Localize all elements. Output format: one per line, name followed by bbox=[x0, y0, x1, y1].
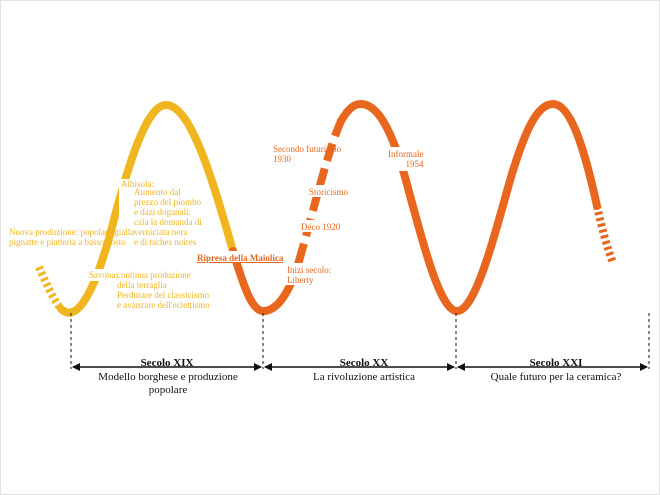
label-nuova-produzione: Nuova produzione: popolare gialla pignat… bbox=[9, 227, 135, 247]
period-secolo-xx: Secolo XX bbox=[299, 357, 429, 370]
label-storicismo: Storicismo bbox=[309, 187, 349, 197]
label-secondo-futurismo: Secondo futurismo 1930 bbox=[273, 144, 342, 164]
label-savona-text: continua produzione della terraglia Perd… bbox=[117, 270, 210, 310]
label-inizi-secolo: Inizi secolo: Liberty bbox=[287, 265, 332, 285]
label-ripresa-maiolica: Ripresa della Maiolica bbox=[197, 253, 284, 263]
period-title: Secolo XXI bbox=[529, 357, 583, 369]
wave-yellow bbox=[57, 100, 237, 317]
label-deco: Déco 1920 bbox=[301, 222, 341, 232]
wave-orange-crest-2 bbox=[337, 99, 601, 316]
period-subtitle: Modello borghese e produzione popolare bbox=[98, 371, 238, 396]
wave-orange-dashed-end bbox=[593, 205, 617, 265]
period-subtitle: Quale futuro per la ceramica? bbox=[490, 371, 622, 383]
label-albisola-title: Albisola: bbox=[121, 179, 154, 189]
period-title: Secolo XIX bbox=[140, 357, 194, 369]
period-secolo-xxi: Secolo XXI bbox=[491, 357, 621, 370]
period-subtitle: La rivoluzione artistica bbox=[312, 371, 415, 383]
label-albisola-text: Aumento dal prezzo del piombo e dazi dog… bbox=[134, 187, 202, 247]
label-informale: Informale 1954 bbox=[388, 149, 424, 169]
period-title: Secolo XX bbox=[339, 357, 389, 369]
wave-yellow-dashed-tail bbox=[35, 265, 65, 312]
period-secolo-xix: Secolo XIX bbox=[97, 357, 237, 370]
label-savona-title: Savona: bbox=[89, 270, 118, 280]
